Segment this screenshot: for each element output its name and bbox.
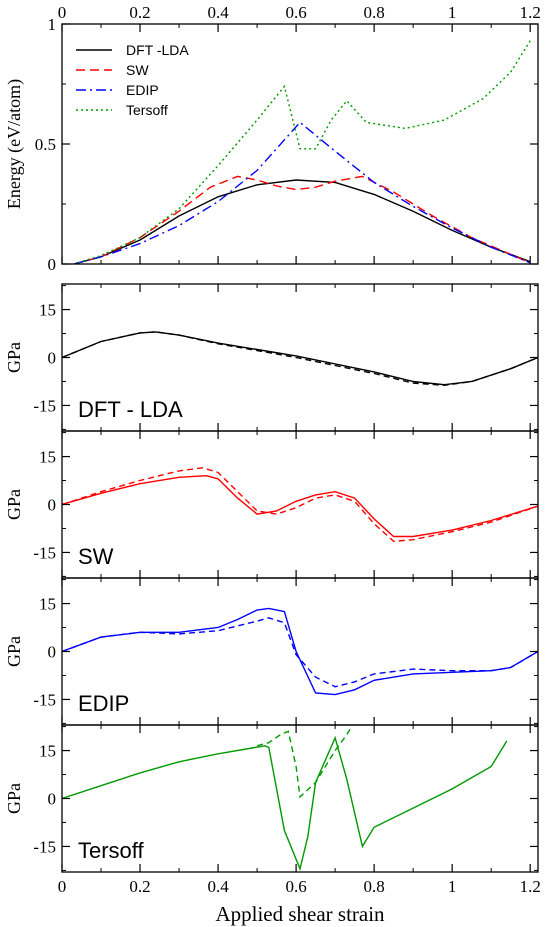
x-tick-label-top-0: 0 — [58, 3, 67, 22]
y-tick-label-energy-0: 0 — [48, 255, 57, 274]
y-tick-label-dft-stress-0: -15 — [33, 396, 56, 415]
series-line-dft-stress-1 — [62, 331, 538, 387]
x-tick-label-bottom-5: 1 — [448, 877, 457, 896]
y-tick-label-edip-stress-2: 15 — [39, 595, 56, 614]
x-tick-label-top-4: 0.8 — [364, 3, 385, 22]
panel-dft-stress: -15 0 15 GPa DFT - LDA — [4, 283, 539, 432]
y-tick-label-tersoff-stress-2: 15 — [39, 742, 56, 761]
x-tick-label-bottom-4: 0.8 — [364, 877, 385, 896]
y-axis-title-edip-stress: GPa — [4, 636, 24, 667]
panels-layer: 0 0.5 1 Energy (eV/atom) DFT -LDA SW EDIP Terso… — [4, 15, 539, 873]
series-line-sw-stress-1 — [62, 467, 538, 543]
x-tick-label-top-1: 0.2 — [129, 3, 150, 22]
y-tick-label-tersoff-stress-0: -15 — [33, 837, 56, 856]
y-axis-title-sw-stress: GPa — [4, 489, 24, 520]
y-tick-label-dft-stress-2: 15 — [39, 301, 56, 320]
panel-label-sw-stress: SW — [78, 544, 114, 569]
series-line-energy-2 — [73, 121, 531, 264]
series-line-edip-stress-1 — [62, 617, 538, 688]
y-tick-label-edip-stress-0: -15 — [33, 690, 56, 709]
y-tick-label-edip-stress-1: 0 — [48, 643, 57, 662]
series-line-tersoff-stress-0 — [62, 735, 508, 872]
legend-label-3: Tersoff — [126, 102, 168, 118]
series-line-energy-1 — [73, 175, 531, 264]
x-tick-label-top-2: 0.4 — [207, 3, 229, 22]
legend-label-2: EDIP — [126, 82, 159, 98]
panel-edip-stress: -15 0 15 GPa EDIP — [4, 577, 539, 726]
panel-frame-energy — [61, 23, 539, 265]
y-tick-label-energy-1: 0.5 — [35, 135, 56, 154]
panel-frame-edip-stress — [61, 577, 539, 726]
x-tick-label-bottom-0: 0 — [58, 877, 67, 896]
y-axis-title-dft-stress: GPa — [4, 342, 24, 373]
series-line-energy-3 — [73, 40, 531, 264]
series-line-edip-stress-0 — [62, 607, 538, 696]
panel-energy: 0 0.5 1 Energy (eV/atom) DFT -LDA SW EDIP Terso… — [4, 15, 539, 274]
legend-label-0: DFT -LDA — [126, 42, 189, 58]
y-axis-title-tersoff-stress: GPa — [4, 783, 24, 814]
panel-tersoff-stress: -15 0 15 GPa Tersoff — [4, 724, 539, 873]
series-line-energy-0 — [73, 179, 531, 264]
panel-frame-sw-stress — [61, 430, 539, 579]
y-tick-label-energy-2: 1 — [48, 15, 57, 34]
series-line-sw-stress-0 — [62, 474, 538, 538]
x-axis-layer: Applied shear strain 0 0 0.2 0.2 0.4 0.4 0.6 0.… — [58, 3, 541, 926]
legend-label-1: SW — [126, 62, 149, 78]
y-axis-title-energy: Energy (eV/atom) — [4, 79, 25, 209]
y-tick-label-dft-stress-1: 0 — [48, 349, 57, 368]
panel-label-dft-stress: DFT - LDA — [78, 397, 183, 422]
legend: DFT -LDA SW EDIP Tersoff — [76, 42, 189, 118]
x-tick-label-top-5: 1 — [448, 3, 457, 22]
x-tick-label-bottom-3: 0.6 — [285, 877, 306, 896]
y-tick-label-sw-stress-1: 0 — [48, 496, 57, 515]
x-axis-title: Applied shear strain — [215, 902, 385, 926]
x-tick-label-top-6: 1.2 — [520, 3, 541, 22]
x-tick-label-top-3: 0.6 — [285, 3, 306, 22]
x-tick-label-bottom-1: 0.2 — [129, 877, 150, 896]
y-tick-label-tersoff-stress-1: 0 — [48, 790, 57, 809]
x-tick-label-bottom-6: 1.2 — [520, 877, 541, 896]
panel-label-edip-stress: EDIP — [78, 691, 129, 716]
y-tick-label-sw-stress-2: 15 — [39, 448, 56, 467]
y-tick-label-sw-stress-0: -15 — [33, 543, 56, 562]
panel-label-tersoff-stress: Tersoff — [78, 838, 145, 863]
panel-sw-stress: -15 0 15 GPa SW — [4, 430, 539, 579]
x-tick-label-bottom-2: 0.4 — [207, 877, 229, 896]
